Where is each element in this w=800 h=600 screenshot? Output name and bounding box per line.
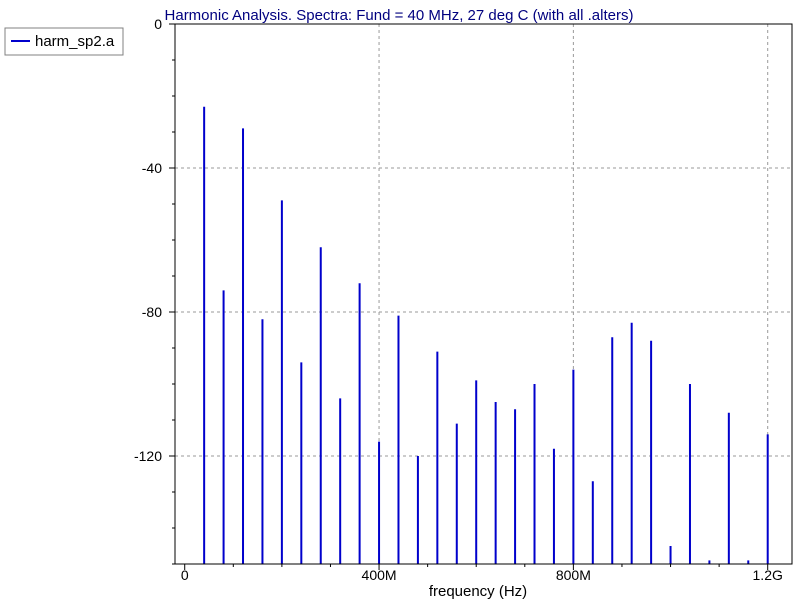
y-tick-label: -120 [134, 448, 162, 464]
y-tick-label: -80 [142, 304, 162, 320]
x-tick-label: 1.2G [753, 567, 783, 583]
legend: harm_sp2.a [4, 27, 124, 56]
x-axis-label: frequency (Hz) [429, 583, 527, 600]
spectral-bars [203, 106, 769, 564]
plot-area-frame [174, 23, 793, 565]
y-tick-label: 0 [154, 16, 162, 32]
grid-lines [175, 24, 792, 564]
x-tick-label: 800M [556, 567, 591, 583]
chart-title: Harmonic Analysis. Spectra: Fund = 40 MH… [165, 7, 634, 24]
legend-label-harm-sp2-a: harm_sp2.a [35, 33, 115, 50]
x-tick-label: 0 [181, 567, 189, 583]
x-tick-label: 400M [362, 567, 397, 583]
axis-ticks: 0 400M 800M 1.2G 0 -40 -80 -120 [134, 16, 783, 583]
y-tick-label: -40 [142, 160, 162, 176]
